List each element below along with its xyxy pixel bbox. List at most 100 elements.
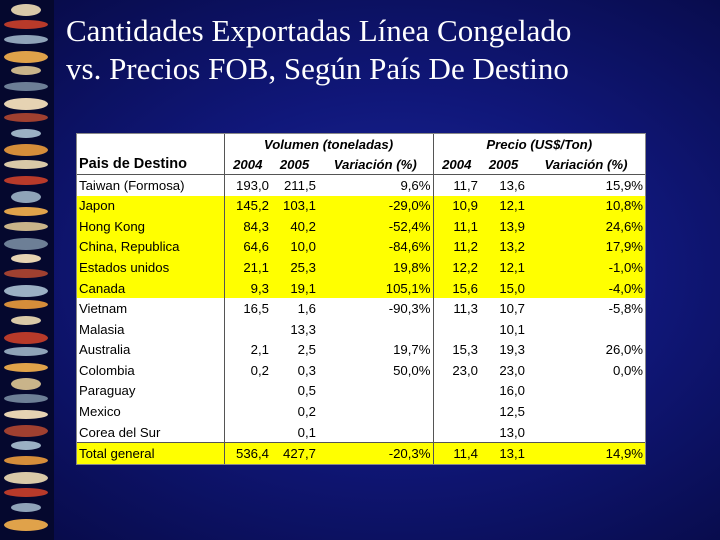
seafood-illustration — [11, 503, 41, 513]
group-header-row: Pais de Destino Volumen (toneladas) Prec… — [77, 134, 645, 175]
table-row: Malasia 13,3 10,1 — [77, 318, 645, 340]
col-header-p2004: 2004 — [433, 154, 480, 175]
country-cell: Taiwan (Formosa) — [77, 174, 225, 196]
price-2005-cell: 13,9 — [480, 216, 527, 237]
table-row: Colombia 0,2 0,3 50,0% 23,0 23,0 0,0% — [77, 360, 645, 381]
country-cell: Mexico — [77, 401, 225, 422]
vol-2005-cell: 0,1 — [297, 424, 316, 440]
vol-variation-cell: 9,6% — [318, 174, 434, 196]
vol-variation-cell: 19,8% — [318, 257, 434, 278]
price-2005-cell: 19,3 — [499, 342, 525, 358]
seafood-illustration — [11, 253, 41, 263]
vol-variation-cell — [318, 421, 434, 443]
vol-2005-cell: 40,2 — [271, 216, 318, 237]
price-2005-cell: 13,1 — [480, 442, 527, 464]
price-2004-cell: 11,3 — [453, 301, 478, 317]
vol-variation-cell: -20,3% — [318, 442, 434, 464]
col-header-vvar: Variación (%) — [318, 154, 434, 175]
vol-variation-cell: 105,1% — [318, 277, 434, 299]
vol-variation-cell — [318, 318, 434, 340]
vol-2005-cell: 211,5 — [283, 177, 316, 193]
price-variation-cell: 24,6% — [527, 216, 646, 237]
vol-variation-cell: -29,0% — [318, 195, 434, 217]
price-variation-cell — [527, 381, 645, 402]
vol-2004-cell: 193,0 — [235, 177, 269, 193]
price-variation-cell — [527, 422, 645, 443]
vol-2004-cell: 2,1 — [250, 342, 269, 358]
seafood-illustration — [4, 97, 48, 110]
price-variation-cell: -1,0% — [527, 257, 646, 278]
seafood-illustration — [4, 487, 48, 497]
vol-variation-cell: 50,0% — [318, 360, 434, 381]
seafood-illustration — [4, 472, 48, 484]
price-2004-cell: 12,2 — [433, 257, 480, 278]
seafood-illustration — [11, 378, 41, 391]
country-cell: Paraguay — [77, 380, 225, 402]
price-2005-cell: 12,5 — [499, 403, 525, 419]
total-row: Total general 536,4 427,7 -20,3% 11,4 13,1 14,… — [77, 442, 646, 464]
seafood-illustration — [4, 113, 48, 123]
table-row: Australia 2,1 2,5 19,7% 15,3 19,3 26,0% — [77, 339, 645, 361]
table-row: Hong Kong 84,3 40,2 -52,4% 11,1 13,9 24,6% — [77, 216, 646, 237]
export-table: Pais de Destino Volumen (toneladas) Prec… — [76, 133, 646, 465]
seafood-illustration — [4, 160, 48, 169]
seafood-illustration — [4, 206, 48, 216]
price-2004-cell — [433, 401, 480, 422]
seafood-illustration — [4, 331, 48, 344]
vol-2004-cell: 16,5 — [243, 301, 269, 317]
price-variation-cell: 10,8% — [527, 195, 646, 217]
col-header-v2004: 2004 — [224, 154, 271, 175]
seafood-illustration — [4, 347, 48, 357]
table-row: Mexico 0,2 12,5 — [77, 401, 645, 422]
seafood-illustration — [4, 269, 48, 279]
table-row: Canada 9,3 19,1 105,1% 15,6 15,0 -4,0% — [77, 277, 646, 299]
seafood-illustration — [4, 409, 48, 419]
price-variation-cell: 26,0% — [605, 342, 644, 358]
table-row: Corea del Sur 0,1 13,0 — [77, 421, 645, 443]
table-row: Estados unidos 21,1 25,3 19,8% 12,2 12,1 -1,0% — [77, 257, 646, 278]
seafood-illustration — [4, 82, 48, 91]
price-2004-cell: 23,0 — [452, 362, 478, 378]
country-cell: Estados unidos — [77, 257, 225, 278]
price-2005-cell: 15,0 — [480, 277, 527, 299]
price-2004-cell: 10,9 — [433, 195, 480, 217]
vol-2004-cell: 9,3 — [224, 277, 271, 299]
col-header-p2005: 2005 — [480, 154, 527, 175]
country-cell: Japon — [77, 195, 225, 217]
seafood-illustration — [4, 175, 48, 185]
vol-2004-cell: 0,2 — [250, 362, 269, 378]
price-2004-cell: 11,7 — [453, 177, 478, 193]
col-header-v2005: 2005 — [271, 154, 318, 175]
vol-2005-cell: 19,1 — [271, 277, 318, 299]
seafood-illustration — [4, 238, 48, 250]
seafood-illustration — [4, 144, 48, 157]
seafood-sidebar — [0, 0, 54, 540]
vol-2004-cell — [224, 401, 271, 422]
vol-2005-cell: 1,6 — [297, 301, 316, 317]
seafood-illustration — [4, 456, 48, 466]
vol-variation-cell — [318, 401, 434, 422]
seafood-illustration — [4, 300, 48, 310]
vol-2005-cell: 10,0 — [271, 236, 318, 258]
price-2005-cell: 16,0 — [499, 383, 525, 399]
slide-title: Cantidades Exportadas Línea Congelado vs… — [66, 12, 706, 88]
seafood-illustration — [4, 284, 48, 297]
title-line-2: vs. Precios FOB, Según País De Destino — [66, 51, 569, 86]
volume-group-header: Volumen (toneladas) — [224, 134, 434, 154]
vol-2005-cell: 103,1 — [271, 195, 318, 217]
price-2005-cell: 10,7 — [499, 301, 525, 317]
table-row: China, Republica 64,6 10,0 -84,6% 11,2 13,2 17… — [77, 236, 646, 258]
country-cell: Vietnam — [77, 298, 225, 319]
price-variation-cell: -4,0% — [527, 277, 646, 299]
seafood-illustration — [4, 35, 48, 45]
price-2004-cell: 15,3 — [452, 342, 478, 358]
vol-2005-cell: 2,5 — [297, 342, 316, 358]
vol-variation-cell: -84,6% — [318, 236, 434, 258]
country-cell: Canada — [77, 277, 225, 299]
price-2005-cell: 13,2 — [480, 236, 527, 258]
seafood-illustration — [4, 19, 48, 29]
vol-2004-cell — [224, 422, 271, 443]
seafood-illustration — [4, 362, 48, 372]
price-variation-cell: -5,8% — [608, 301, 644, 317]
vol-2005-cell: 25,3 — [271, 257, 318, 278]
